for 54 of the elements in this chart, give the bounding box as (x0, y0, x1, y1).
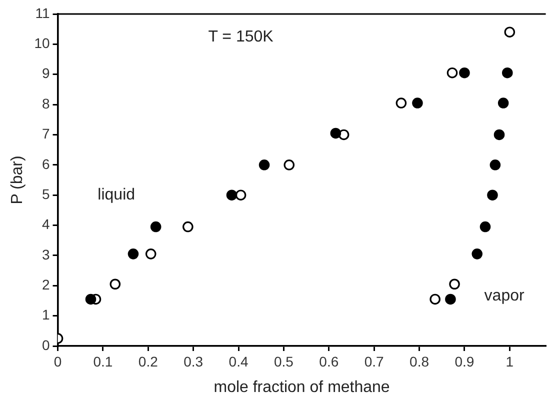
point (459, 67, 470, 78)
point (446, 67, 458, 78)
point (480, 221, 491, 232)
y-tick-label: 1 (42, 306, 50, 323)
point (226, 190, 238, 200)
x-tick-label: 0.6 (319, 353, 339, 370)
point (430, 294, 440, 305)
point (498, 98, 509, 108)
x-tick-label: 0.3 (184, 353, 204, 370)
point (490, 160, 501, 170)
x-tick-label: 0.5 (274, 353, 294, 370)
annotation: vapor (484, 288, 525, 305)
point (258, 160, 270, 170)
x-tick-label: 0.1 (93, 353, 113, 370)
y-tick-label: 7 (42, 126, 50, 142)
y-tick-label: 2 (42, 276, 50, 292)
point (472, 248, 483, 260)
y-axis-title: P (bar) (9, 156, 26, 204)
x-tick-label: 0.9 (454, 353, 474, 370)
point (330, 128, 342, 139)
point (145, 248, 156, 260)
point (182, 221, 194, 232)
point (412, 98, 423, 108)
x-tick-label: 0.2 (138, 353, 158, 370)
point (445, 294, 456, 305)
point (150, 221, 162, 232)
point (502, 67, 513, 78)
y-tick-label: 6 (42, 156, 50, 172)
point (85, 294, 96, 305)
annotation: T = 150K (208, 28, 274, 46)
y-tick-label: 10 (34, 35, 50, 52)
point (396, 98, 407, 108)
y-tick-label: 9 (42, 65, 50, 82)
y-tick-label: 3 (42, 246, 50, 262)
y-tick-label: 4 (42, 216, 50, 232)
y-tick-label: 5 (42, 186, 50, 202)
point (284, 160, 295, 170)
point (504, 26, 516, 38)
point (235, 190, 246, 200)
x-tick-label: 1 (506, 353, 514, 370)
point (494, 129, 505, 140)
point (449, 278, 460, 290)
y-tick-label: 11 (35, 4, 50, 21)
annotation: liquid (98, 186, 136, 204)
x-tick-label: 0 (54, 353, 62, 370)
point (110, 278, 121, 290)
x-tick-label: 0.8 (410, 353, 430, 370)
y-tick-label: 0 (42, 336, 50, 353)
x-tick-label: 0.7 (364, 353, 384, 370)
x-axis-title: mole fraction of methane (214, 378, 390, 396)
point (128, 248, 139, 260)
y-tick-label: 8 (42, 95, 50, 112)
x-tick-label: 0.4 (228, 353, 248, 370)
point (487, 190, 498, 200)
